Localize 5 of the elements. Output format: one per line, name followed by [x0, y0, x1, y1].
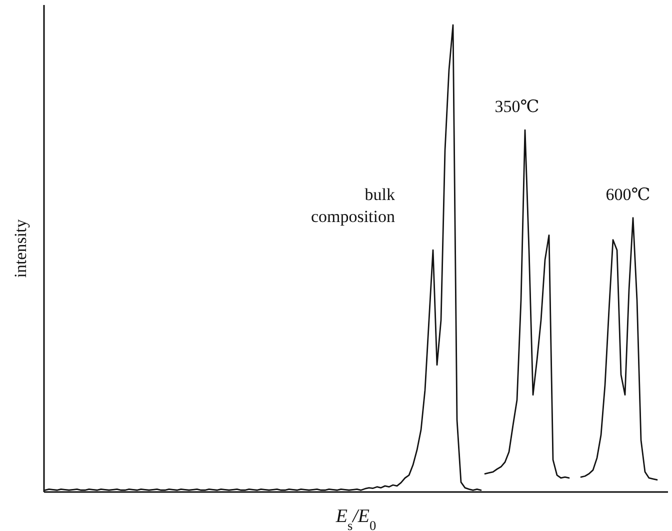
text: bulk composition	[310, 185, 396, 226]
y-axis-title: intensity	[11, 218, 30, 278]
series-label: 600℃	[606, 184, 650, 204]
series-label: 350℃	[494, 97, 540, 116]
x-axis-title: E$_{s}$/E$_{0}$	[334, 506, 377, 531]
